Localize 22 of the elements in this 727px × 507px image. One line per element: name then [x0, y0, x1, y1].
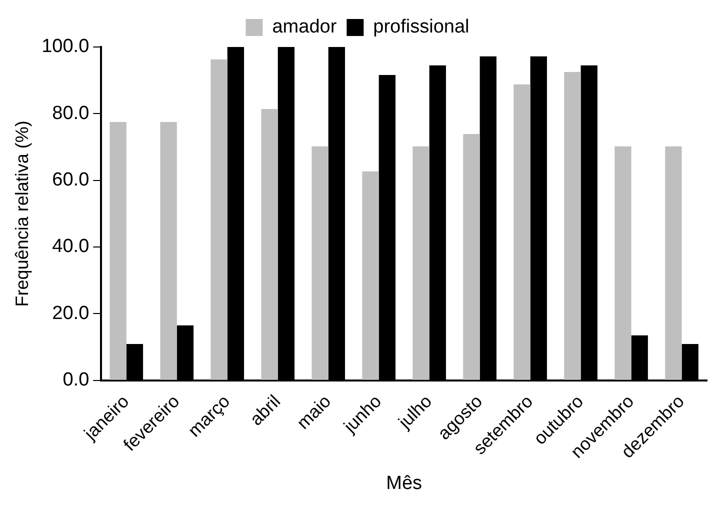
- legend-label: amador: [272, 16, 338, 38]
- y-tick-label: 40.0: [52, 236, 90, 258]
- bar: [261, 109, 278, 380]
- y-tick-label: 0.0: [62, 370, 90, 391]
- bar: [362, 171, 379, 380]
- y-tick-label: 100.0: [42, 36, 90, 58]
- bar: [210, 59, 228, 380]
- bar: [614, 146, 632, 380]
- y-tick-label: 20.0: [52, 302, 90, 324]
- bar: [564, 72, 581, 380]
- bar: [312, 146, 328, 380]
- y-axis-title: Frequência relativa (%): [12, 120, 32, 307]
- bar: [514, 84, 530, 380]
- legend-label: profissional: [373, 16, 470, 38]
- x-axis-title: Mês: [386, 472, 422, 494]
- bar: [463, 134, 480, 380]
- bar: [160, 122, 177, 380]
- y-tick-label: 80.0: [52, 102, 90, 124]
- y-tick-label: 60.0: [52, 170, 90, 191]
- bar: [110, 122, 126, 380]
- bar: [665, 146, 682, 380]
- bar: [412, 146, 430, 380]
